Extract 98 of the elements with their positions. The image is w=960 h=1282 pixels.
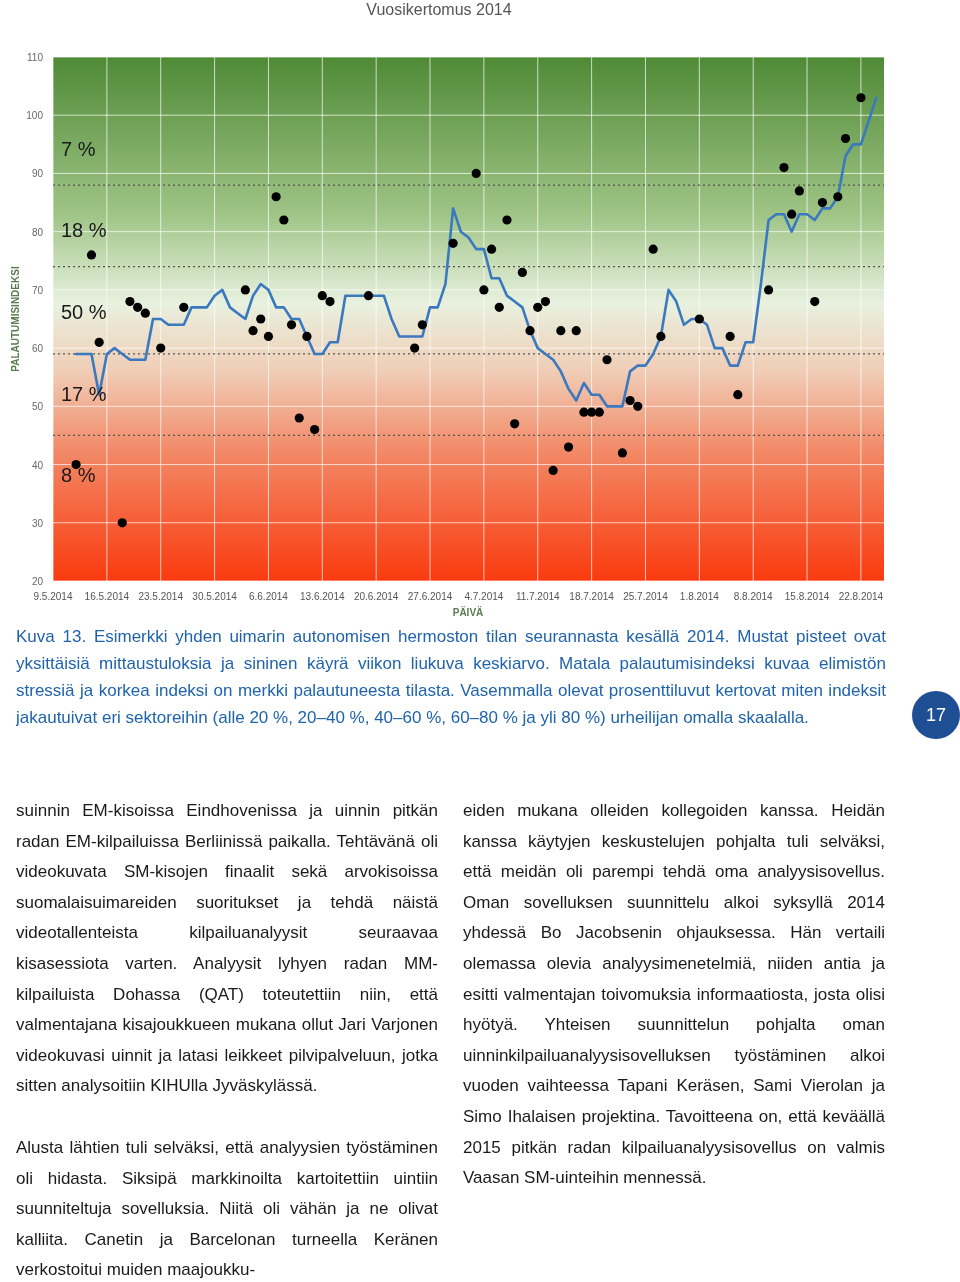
point bbox=[787, 209, 797, 219]
point bbox=[240, 285, 250, 295]
point bbox=[810, 296, 820, 307]
point bbox=[310, 425, 320, 435]
point bbox=[256, 314, 266, 324]
x-tick-label: 15.8.2014 bbox=[784, 591, 830, 602]
y-tick-label: 110 bbox=[27, 52, 44, 63]
y-tick-label: 80 bbox=[31, 226, 44, 238]
point bbox=[363, 291, 374, 301]
point bbox=[156, 343, 166, 353]
x-tick-label: 13.6.2014 bbox=[300, 591, 345, 602]
x-tick-label: 22.8.2014 bbox=[838, 591, 884, 602]
text: eiden mukana olleiden kollegoiden kanssa. Heidän kanssa käytyjen keskustelujen pohjalta tuli selväksi, että meidän oli parempi tehdä oma analyysisovellus. Oman sovelluksen suunnittelu alkoi syksyllä 2014 yhdessä Bo Jacobsenin ohjauksessa. Hän vertaili olemassa olevia analyysimenetelmiä, niiden antia ja esitti valmentajan toivomuksia informaatiosta, josta olisi hyötyä. Yhteisen suunnittelun pohjalta oman uinninkilpailuanalyysisovelluksen työstäminen alkoi vuoden vaihteessa Tapani Keräsen, Sami Vierolan ja Simo Ihalaisen projektina. Tavoitteena on, että keväällä 2015 pitkän radan kilpailuanalyysisovellus on valmis Vaasan SM-uinteihin mennessä. bbox=[463, 801, 885, 1188]
text: Kuva 13. Esimerkki yhden uimarin autonomisen hermoston tilan seurannasta kesällä 2014. Mustat pisteet ovat yksittäisiä mittaustuloksia ja sininen käyrä viikon liukuva keskiarvo. Matala palautumisindeksi kuvaa elimistön stressiä ja korkea indeksi on merkki palautuneesta tilasta. Vasemmalla olevat prosenttiluvut kertovat miten indeksit jakautuivat eri sektoreihin (alle 20 %, 20–40 %, 40–60 %, 60–80 % ja yli 80 %) urheilijan omalla skaalalla. bbox=[16, 626, 886, 729]
x-tick-label: 23.5.2014 bbox=[138, 591, 184, 602]
point bbox=[263, 331, 274, 342]
point bbox=[179, 302, 189, 312]
point bbox=[817, 197, 828, 208]
point bbox=[725, 331, 735, 342]
y-tick-label: 20 bbox=[31, 576, 44, 587]
point bbox=[533, 302, 543, 312]
point bbox=[317, 291, 327, 301]
x-axis-title: PÄIVÄ bbox=[452, 606, 484, 618]
point bbox=[325, 296, 335, 307]
point bbox=[140, 308, 150, 318]
y-tick-label: 60 bbox=[31, 343, 44, 355]
point bbox=[833, 192, 843, 202]
y-tick-label: 100 bbox=[26, 110, 44, 122]
point bbox=[479, 285, 489, 295]
point bbox=[294, 413, 304, 423]
point bbox=[133, 302, 143, 312]
x-tick-label: 11.7.2014 bbox=[515, 591, 561, 602]
x-tick-label: 16.5.2014 bbox=[84, 591, 130, 602]
point bbox=[448, 238, 458, 248]
point bbox=[502, 215, 512, 225]
point bbox=[540, 296, 551, 307]
point bbox=[525, 326, 535, 336]
point bbox=[94, 337, 104, 347]
x-tick-label: 25.7.2014 bbox=[623, 591, 669, 602]
point bbox=[486, 244, 497, 254]
point bbox=[617, 448, 627, 458]
point bbox=[733, 390, 743, 400]
annotation: 50 % bbox=[61, 301, 107, 324]
point bbox=[840, 133, 851, 144]
x-tick-label: 30.5.2014 bbox=[192, 591, 238, 602]
point bbox=[779, 163, 789, 173]
point bbox=[548, 465, 558, 475]
x-tick-label: 20.6.2014 bbox=[353, 591, 399, 602]
point bbox=[117, 518, 127, 528]
text: Vuosikertomus 2014 bbox=[366, 1, 512, 18]
x-tick-label: 18.7.2014 bbox=[569, 591, 615, 602]
point bbox=[633, 401, 643, 411]
point bbox=[271, 192, 281, 202]
point bbox=[125, 296, 135, 307]
point bbox=[694, 314, 704, 324]
x-tick-label: 27.6.2014 bbox=[407, 591, 453, 602]
point bbox=[471, 168, 481, 179]
point bbox=[286, 320, 297, 330]
y-tick-label: 40 bbox=[31, 459, 44, 471]
annotation: 7 % bbox=[61, 138, 96, 161]
point bbox=[571, 326, 581, 336]
point bbox=[763, 285, 774, 295]
point bbox=[417, 320, 427, 330]
x-tick-label: 8.8.2014 bbox=[733, 591, 774, 602]
point bbox=[594, 407, 604, 417]
point bbox=[563, 442, 574, 452]
point bbox=[556, 326, 566, 336]
point bbox=[494, 302, 504, 312]
point bbox=[517, 267, 527, 278]
x-tick-label: 9.5.2014 bbox=[33, 591, 73, 602]
point bbox=[510, 419, 520, 429]
point bbox=[794, 186, 804, 196]
annotation: 8 % bbox=[61, 464, 96, 487]
point bbox=[656, 331, 666, 342]
point bbox=[410, 343, 420, 353]
x-tick-label: 4.7.2014 bbox=[464, 591, 504, 602]
x-tick-label: 6.6.2014 bbox=[248, 591, 289, 602]
y-tick-label: 30 bbox=[31, 517, 44, 529]
point bbox=[302, 331, 312, 342]
x-tick-label: 1.8.2014 bbox=[679, 591, 720, 602]
annotation: 17 % bbox=[61, 383, 107, 406]
point bbox=[248, 326, 258, 336]
point bbox=[279, 215, 289, 225]
annotation: 18 % bbox=[61, 219, 107, 242]
text: suinnin EM-kisoissa Eindhovenissa ja uinnin pitkän radan EM-kilpailuissa Berliinissä paikalla. Tehtävänä oli videokuvata SM-kisojen finaalit sekä arvokisoissa suomalaisuimareiden suoritukset ja tehdä näistä videotallenteista kilpailuanalyysit seuraavaa kisasessiota varten. Analyysit lyhyen radan MM-kilpailuista Dohassa (QAT) toteutettiin niin, että valmentajana kisajoukkueen mukana ollut Jari Varjonen videokuvasi uinnit ja latasi leikkeet pilvipalveluun, jotka sitten analysoitiin KIHUlla Jyväskylässä. bbox=[16, 801, 438, 1096]
text: 17 bbox=[925, 705, 947, 725]
y-tick-label: 90 bbox=[31, 168, 44, 180]
y-tick-label: 70 bbox=[31, 284, 44, 296]
y-tick-label: 50 bbox=[31, 401, 44, 413]
text: Alusta lähtien tuli selväksi, että analyysien työstäminen oli hidasta. Siksipä markkinoilta kartoitettiin uintiin suunniteltuja sovelluksia. Niitä oli vähän ja ne olivat kalliita. Canetin ja Barcelonan turneella Keränen verkostoitui muiden maajoukku- bbox=[16, 1137, 438, 1282]
point bbox=[602, 355, 612, 365]
point bbox=[86, 250, 97, 260]
point bbox=[648, 244, 658, 254]
point bbox=[625, 395, 635, 406]
point bbox=[587, 407, 597, 417]
y-axis-title: PALAUTUMISINDEKSI bbox=[10, 266, 21, 372]
point bbox=[71, 459, 81, 470]
point bbox=[856, 93, 866, 103]
